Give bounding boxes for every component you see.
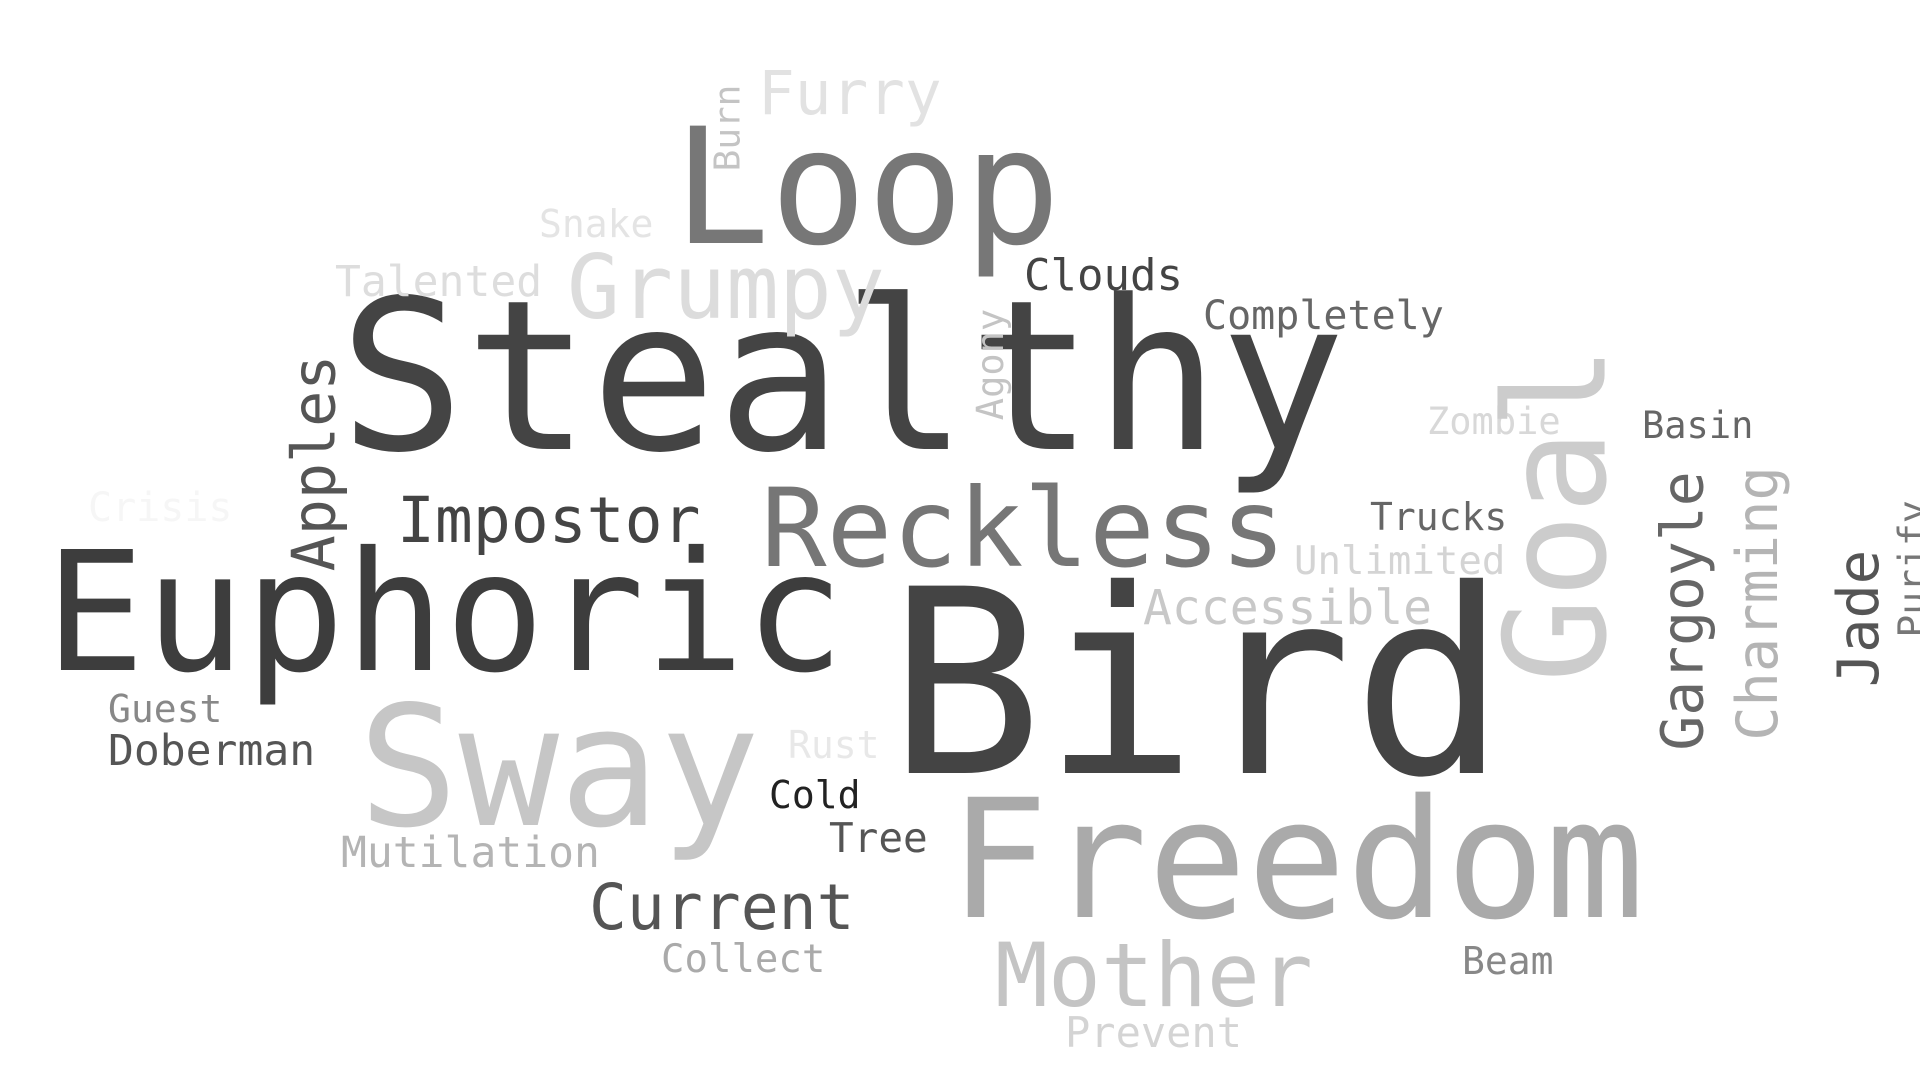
word-agony: Agony bbox=[969, 308, 1013, 421]
word-unlimited: Unlimited bbox=[1294, 539, 1506, 584]
word-cold: Cold bbox=[769, 773, 861, 817]
word-burn: Burn bbox=[707, 84, 749, 172]
word-grumpy: Grumpy bbox=[567, 236, 885, 339]
word-guest: Guest bbox=[108, 687, 223, 731]
word-trucks: Trucks bbox=[1370, 495, 1508, 539]
word-stealthy: Stealthy bbox=[339, 256, 1346, 499]
word-doberman: Doberman bbox=[108, 726, 316, 776]
word-furry: Furry bbox=[758, 58, 942, 129]
word-jade: Jade bbox=[1826, 549, 1893, 688]
word-rust: Rust bbox=[788, 723, 880, 767]
word-accessible: Accessible bbox=[1143, 580, 1432, 636]
word-euphoric: Euphoric bbox=[45, 517, 845, 710]
word-charming: Charming bbox=[1724, 466, 1791, 741]
word-clouds: Clouds bbox=[1024, 250, 1183, 301]
word-zombie: Zombie bbox=[1427, 400, 1561, 443]
word-bird: Bird bbox=[888, 534, 1507, 834]
word-crisis: Crisis bbox=[88, 485, 233, 531]
word-reckless: Reckless bbox=[761, 465, 1286, 592]
word-prevent: Prevent bbox=[1065, 1008, 1243, 1057]
word-sway: Sway bbox=[358, 671, 761, 865]
word-goal: Goal bbox=[1475, 345, 1639, 683]
word-mother: Mother bbox=[995, 924, 1313, 1027]
word-snake: Snake bbox=[539, 202, 654, 246]
word-impostor: Impostor bbox=[397, 484, 701, 557]
word-loop: Loop bbox=[673, 94, 1061, 281]
word-basin: Basin bbox=[1642, 404, 1754, 447]
word-current: Current bbox=[589, 871, 855, 944]
word-purify: Purify bbox=[1890, 500, 1920, 638]
word-mutilation: Mutilation bbox=[341, 828, 600, 878]
word-collect: Collect bbox=[661, 937, 826, 982]
word-beam: Beam bbox=[1462, 939, 1554, 983]
word-talented: Talented bbox=[335, 257, 543, 307]
word-apples: Apples bbox=[279, 354, 350, 572]
word-freedom: Freedom bbox=[949, 764, 1645, 956]
word-tree: Tree bbox=[829, 814, 928, 862]
word-completely: Completely bbox=[1203, 293, 1444, 339]
word-gargoyle: Gargoyle bbox=[1648, 471, 1717, 751]
